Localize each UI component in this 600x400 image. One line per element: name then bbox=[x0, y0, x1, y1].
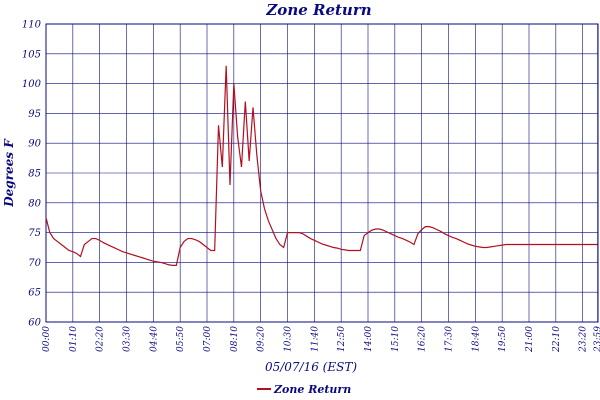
x-tick-label: 15:10 bbox=[391, 326, 401, 352]
y-tick-label: 80 bbox=[28, 198, 41, 209]
x-tick-label: 09:20 bbox=[257, 326, 267, 352]
x-tick-label: 02:20 bbox=[96, 326, 106, 352]
x-tick-label: 19:50 bbox=[498, 326, 508, 352]
y-axis: 60 65 70 75 80 85 90 95 100 105 110 bbox=[22, 20, 42, 329]
legend-label-zone-return: Zone Return bbox=[273, 383, 351, 396]
chart-title: Zone Return bbox=[265, 1, 371, 19]
x-tick-label: 16:20 bbox=[418, 326, 428, 352]
x-tick-label: 08:10 bbox=[230, 326, 240, 352]
x-tick-label: 12:50 bbox=[337, 326, 347, 352]
y-tick-label: 60 bbox=[28, 318, 41, 329]
y-tick-label: 100 bbox=[22, 79, 42, 90]
x-tick-label: 11:40 bbox=[310, 326, 320, 352]
x-tick-label: 17:30 bbox=[445, 326, 455, 352]
x-tick-label: 14:00 bbox=[364, 326, 374, 352]
x-tick-label: 23:20 bbox=[579, 326, 589, 353]
x-tick-label: 18:40 bbox=[471, 326, 481, 352]
x-tick-label: 23:59 bbox=[594, 326, 600, 353]
y-tick-label: 75 bbox=[28, 228, 41, 239]
legend: Zone Return bbox=[257, 383, 351, 396]
x-axis-label: 05/07/16 (EST) bbox=[265, 360, 357, 374]
x-tick-label: 22:10 bbox=[552, 326, 562, 353]
x-tick-label: 03:30 bbox=[123, 326, 133, 352]
y-tick-label: 90 bbox=[28, 139, 41, 150]
y-tick-label: 105 bbox=[22, 49, 41, 60]
x-tick-label: 10:30 bbox=[284, 326, 294, 352]
x-tick-label: 01:10 bbox=[69, 326, 79, 352]
x-tick-label: 04:40 bbox=[149, 326, 159, 352]
x-axis: 00:00 01:10 02:20 03:30 04:40 05:50 07:00 08:10… bbox=[42, 326, 600, 353]
plot-frame bbox=[45, 23, 599, 323]
y-tick-label: 85 bbox=[28, 169, 41, 180]
y-tick-label: 95 bbox=[28, 109, 41, 120]
x-tick-label: 05:50 bbox=[176, 326, 186, 352]
y-tick-label: 65 bbox=[28, 288, 41, 299]
series-line-zone-return bbox=[45, 65, 598, 266]
x-tick-label: 00:00 bbox=[42, 326, 52, 352]
y-tick-label: 110 bbox=[22, 20, 42, 31]
y-tick-label: 70 bbox=[28, 258, 41, 269]
x-tick-label: 07:00 bbox=[203, 326, 213, 352]
x-tick-label: 21:00 bbox=[525, 326, 535, 353]
y-axis-label: Degrees F bbox=[2, 138, 16, 208]
